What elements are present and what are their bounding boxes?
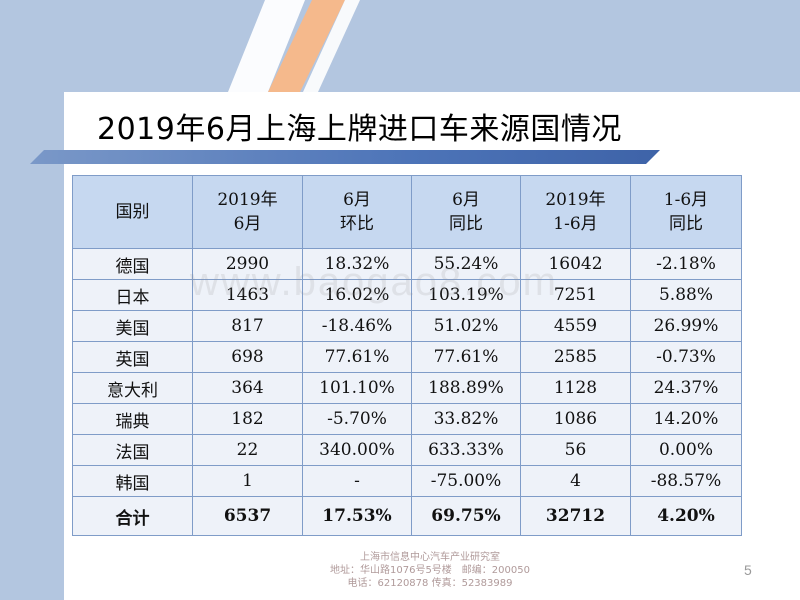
table-cell: 2990 bbox=[192, 248, 303, 280]
table-cell: 55.24% bbox=[411, 248, 521, 280]
table-cell: 16.02% bbox=[302, 279, 412, 311]
table-cell: 182 bbox=[192, 403, 303, 435]
table-cell: 14.20% bbox=[630, 403, 742, 435]
top-background-band bbox=[0, 0, 800, 92]
total-cell: 4.20% bbox=[630, 496, 742, 536]
header-line: 同比 bbox=[449, 214, 483, 234]
table-cell: 1463 bbox=[192, 279, 303, 311]
import-source-table: 国别 2019年 6月 6月 环比 6月 同比 2019年 1-6月 1-6月 同比 德国… bbox=[72, 175, 742, 536]
page-number: 5 bbox=[744, 562, 752, 578]
table-cell: 364 bbox=[192, 372, 303, 404]
table-cell: 1086 bbox=[520, 403, 631, 435]
table-cell: 340.00% bbox=[302, 434, 412, 466]
side-background-band bbox=[0, 0, 64, 600]
total-cell: 6537 bbox=[192, 496, 303, 536]
footer-contact: 上海市信息中心汽车产业研究室 地址：华山路1076号5号楼 邮编：200050 … bbox=[300, 551, 560, 590]
table-cell: -0.73% bbox=[630, 341, 742, 373]
table-cell: 韩国 bbox=[72, 465, 193, 497]
table-cell: 7251 bbox=[520, 279, 631, 311]
table-cell: 103.19% bbox=[411, 279, 521, 311]
header-june-2019: 2019年 6月 bbox=[192, 175, 303, 249]
table-cell: 1 bbox=[192, 465, 303, 497]
header-ytd-2019: 2019年 1-6月 bbox=[520, 175, 631, 249]
title-underline-bar bbox=[30, 150, 660, 164]
table-cell: 美国 bbox=[72, 310, 193, 342]
slide-title: 2019年6月上海上牌进口车来源国情况 bbox=[97, 112, 622, 147]
header-june-mom: 6月环比 bbox=[302, 175, 412, 249]
header-june-yoy: 6月同比 bbox=[411, 175, 521, 249]
table-cell: 817 bbox=[192, 310, 303, 342]
table-cell: 2585 bbox=[520, 341, 631, 373]
header-country: 国别 bbox=[72, 175, 193, 249]
table-cell: 4 bbox=[520, 465, 631, 497]
total-cell: 32712 bbox=[520, 496, 631, 536]
table-row: 韩国 1- -75.00% 4 -88.57% bbox=[72, 465, 742, 497]
table-cell: 77.61% bbox=[411, 341, 521, 373]
table-cell: 698 bbox=[192, 341, 303, 373]
table-cell: 24.37% bbox=[630, 372, 742, 404]
table-cell: 英国 bbox=[72, 341, 193, 373]
footer-line: 电话：62120878 传真：52383989 bbox=[347, 578, 513, 589]
header-line: 6月 bbox=[452, 190, 480, 210]
table-cell: -88.57% bbox=[630, 465, 742, 497]
table-cell: 日本 bbox=[72, 279, 193, 311]
header-line: 6月 bbox=[233, 214, 262, 234]
table-row: 日本 1463 16.02% 103.19% 7251 5.88% bbox=[72, 279, 742, 311]
table-row: 法国 22 340.00% 633.33% 56 0.00% bbox=[72, 434, 742, 466]
table-cell: -18.46% bbox=[302, 310, 412, 342]
table-row: 德国 2990 18.32% 55.24% 16042 -2.18% bbox=[72, 248, 742, 280]
table-row: 美国 817 -18.46% 51.02% 4559 26.99% bbox=[72, 310, 742, 342]
header-line: 国别 bbox=[115, 202, 150, 222]
table-cell: 4559 bbox=[520, 310, 631, 342]
table-body: 德国 2990 18.32% 55.24% 16042 -2.18% 日本 1463 16.02… bbox=[72, 248, 742, 536]
table-cell: 1128 bbox=[520, 372, 631, 404]
table-cell: - bbox=[302, 465, 412, 497]
table-cell: 77.61% bbox=[302, 341, 412, 373]
header-line: 2019年 bbox=[545, 190, 606, 210]
decorative-stripes bbox=[228, 0, 360, 92]
table-cell: 5.88% bbox=[630, 279, 742, 311]
total-cell: 合计 bbox=[72, 496, 193, 536]
header-line: 环比 bbox=[340, 214, 374, 234]
header-line: 2019年 bbox=[217, 190, 278, 210]
total-cell: 69.75% bbox=[411, 496, 521, 536]
table-cell: 51.02% bbox=[411, 310, 521, 342]
table-cell: 33.82% bbox=[411, 403, 521, 435]
table-cell: 18.32% bbox=[302, 248, 412, 280]
table-cell: 瑞典 bbox=[72, 403, 193, 435]
table-cell: 633.33% bbox=[411, 434, 521, 466]
header-line: 1-6月 bbox=[663, 190, 709, 210]
table-cell: 26.99% bbox=[630, 310, 742, 342]
table-row: 瑞典 182 -5.70% 33.82% 1086 14.20% bbox=[72, 403, 742, 435]
table-cell: 德国 bbox=[72, 248, 193, 280]
table-row: 英国 698 77.61% 77.61% 2585 -0.73% bbox=[72, 341, 742, 373]
table-cell: 意大利 bbox=[72, 372, 193, 404]
header-line: 1-6月 bbox=[553, 214, 598, 234]
table-row: 意大利 364 101.10% 188.89% 1128 24.37% bbox=[72, 372, 742, 404]
header-line: 6月 bbox=[343, 190, 371, 210]
table-cell: 22 bbox=[192, 434, 303, 466]
table-cell: 56 bbox=[520, 434, 631, 466]
table-cell: -2.18% bbox=[630, 248, 742, 280]
footer-line: 上海市信息中心汽车产业研究室 bbox=[360, 552, 500, 563]
table-cell: 188.89% bbox=[411, 372, 521, 404]
table-cell: -75.00% bbox=[411, 465, 521, 497]
table-cell: -5.70% bbox=[302, 403, 412, 435]
table-header-row: 国别 2019年 6月 6月 环比 6月 同比 2019年 1-6月 1-6月 同比 bbox=[72, 175, 742, 249]
table-total-row: 合计 6537 17.53% 69.75% 32712 4.20% bbox=[72, 496, 742, 536]
footer-line: 地址：华山路1076号5号楼 邮编：200050 bbox=[330, 565, 530, 576]
header-line: 同比 bbox=[669, 214, 703, 234]
total-cell: 17.53% bbox=[302, 496, 412, 536]
table-cell: 16042 bbox=[520, 248, 631, 280]
table-cell: 101.10% bbox=[302, 372, 412, 404]
table-cell: 法国 bbox=[72, 434, 193, 466]
table-cell: 0.00% bbox=[630, 434, 742, 466]
header-ytd-yoy: 1-6月同比 bbox=[630, 175, 742, 249]
